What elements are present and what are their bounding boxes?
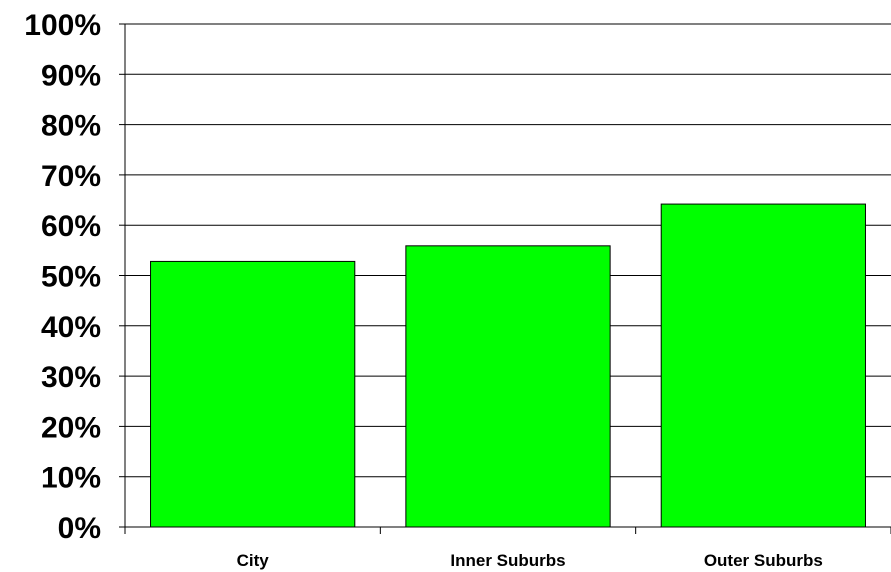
x-tick-label: City — [237, 551, 270, 570]
y-tick-label: 40% — [41, 311, 101, 344]
bar-inner-suburbs — [405, 245, 611, 528]
y-tick-label: 30% — [41, 361, 101, 394]
x-tick-label: Inner Suburbs — [450, 551, 565, 570]
y-axis-ticks: 0% 10% 20% 30% 40% 50% 60% 70% 80% 90% 100% — [24, 9, 125, 545]
bar-city — [150, 260, 356, 528]
y-tick-label: 60% — [41, 210, 101, 243]
x-tick-label: Outer Suburbs — [704, 551, 823, 570]
y-tick-label: 90% — [41, 59, 101, 92]
bar-outer-suburbs — [660, 203, 866, 528]
y-tick-label: 50% — [41, 261, 101, 294]
y-tick-label: 20% — [41, 411, 101, 444]
bars — [150, 203, 866, 528]
y-tick-label: 10% — [41, 462, 101, 495]
y-tick-label: 100% — [24, 9, 101, 42]
y-tick-label: 0% — [58, 512, 101, 545]
x-axis-ticks: City Inner Suburbs Outer Suburbs — [124, 527, 891, 570]
y-tick-label: 80% — [41, 110, 101, 143]
y-tick-label: 70% — [41, 160, 101, 193]
